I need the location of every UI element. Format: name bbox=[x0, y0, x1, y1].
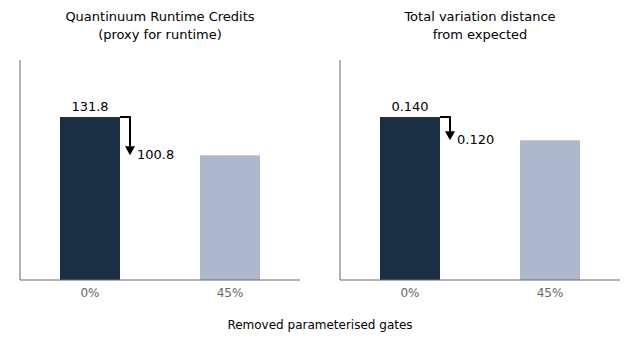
svg-text:0%: 0% bbox=[400, 286, 419, 300]
svg-text:100.8: 100.8 bbox=[137, 147, 174, 162]
html-text:Total variation distance from: Total variation distance from expected bbox=[404, 9, 556, 42]
html-text:Quantinuum Runtime Credits (pr: Quantinuum Runtime Credits (proxy for ru… bbox=[65, 9, 255, 42]
svg-text:0.140: 0.140 bbox=[391, 99, 428, 114]
svg-text:45%: 45% bbox=[217, 286, 244, 300]
html-text:Removed parameterised gates: Removed parameterised gates bbox=[227, 318, 413, 332]
svg-text:131.8: 131.8 bbox=[71, 99, 108, 114]
svg-text:45%: 45% bbox=[537, 286, 564, 300]
svg-text:0%: 0% bbox=[80, 286, 99, 300]
svg-text:0.120: 0.120 bbox=[457, 132, 494, 147]
